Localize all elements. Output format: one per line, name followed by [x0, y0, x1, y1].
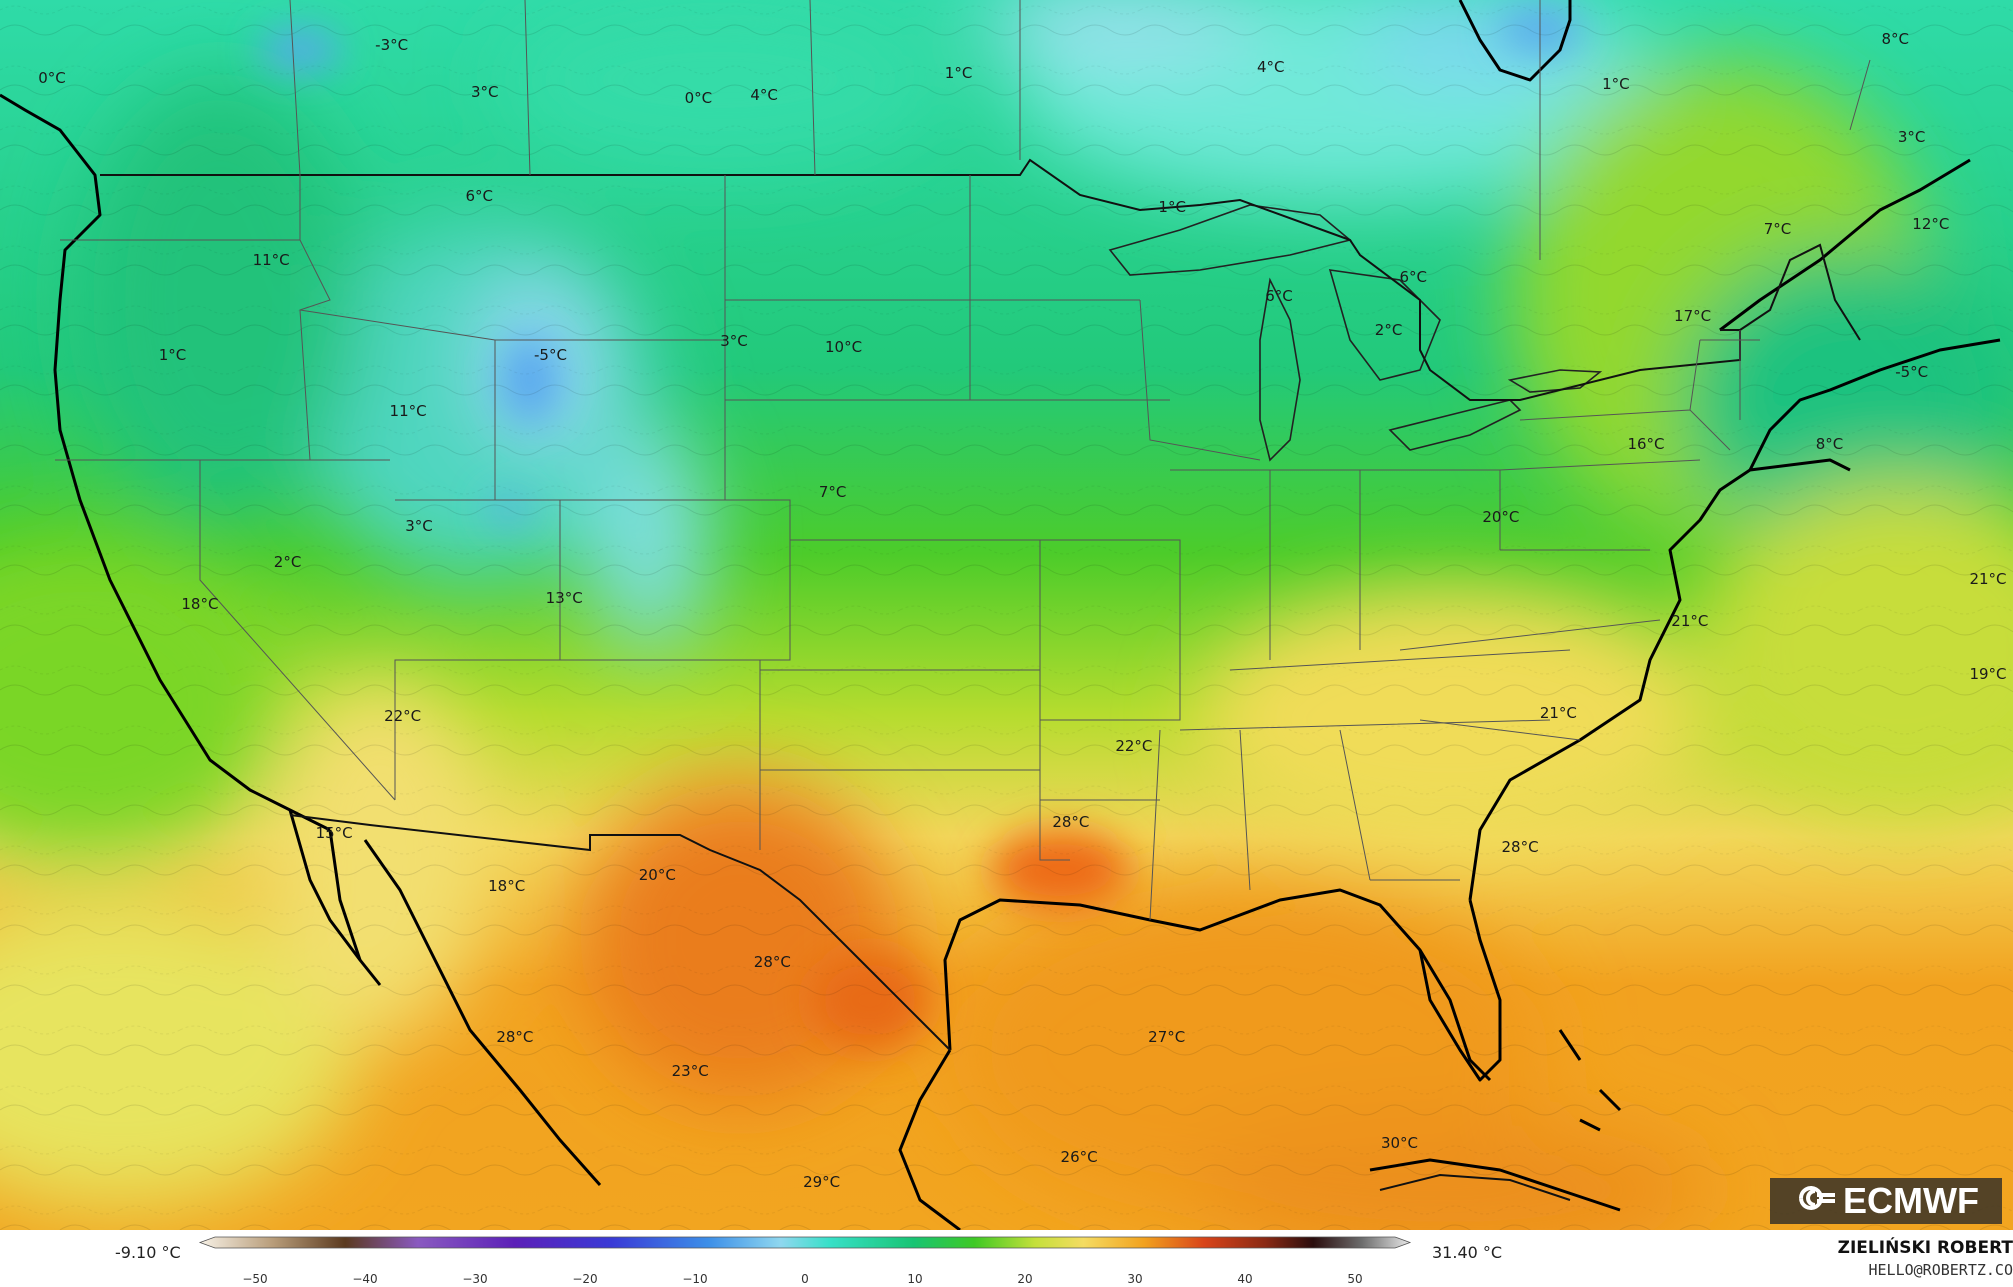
baja-peninsula: [288, 809, 382, 986]
nv: [199, 460, 396, 801]
legend-tick-label: 0: [801, 1272, 809, 1286]
ks-ok: [760, 539, 1041, 770]
legend-tick-label: −10: [682, 1272, 708, 1286]
pa-ny: [1499, 339, 1731, 471]
legend-gradient-bar: [198, 1236, 1412, 1249]
florida: [1418, 899, 1502, 1082]
hudson-bay-coast: [1458, 0, 1572, 82]
state-borders: [55, 0, 1871, 921]
mo-ar: [1040, 539, 1181, 801]
ky-tn: [1179, 649, 1571, 731]
mexico-pacific-coast: [328, 829, 362, 961]
legend-colorbar: [198, 1236, 1412, 1249]
gulf-of-california: [363, 839, 602, 1186]
cuba: [1369, 1158, 1621, 1212]
ecmwf-logo: ECMWF: [1770, 1178, 2002, 1224]
legend-tick-label: 20: [1017, 1272, 1033, 1286]
coastlines: [0, 0, 2001, 1230]
canada-provinces: [289, 0, 1871, 260]
mexico-gulf-coast: [898, 1049, 961, 1230]
mn-ia: [969, 175, 1170, 401]
legend-min-label: -9.10 °C: [115, 1243, 181, 1262]
legend-max-label: 31.40 °C: [1432, 1243, 1503, 1262]
ms-al-ga: [1149, 729, 1460, 921]
west-coast: [0, 93, 331, 832]
legend-tick-label: −30: [462, 1272, 488, 1286]
new-england-coast: [1748, 338, 2001, 471]
lake-erie: [1388, 399, 1522, 451]
maine-border: [1739, 243, 1861, 341]
new-england-states: [1700, 330, 1760, 420]
author-credit: ZIELIŃSKI ROBERT: [1837, 1238, 2013, 1258]
legend-tick-label: −50: [242, 1272, 268, 1286]
mt-wy: [299, 309, 496, 341]
lake-ontario: [1507, 369, 1603, 393]
us-mexico-border: [289, 814, 951, 1051]
cuba-outline: [1379, 1173, 1571, 1201]
st-lawrence: [1719, 158, 1971, 332]
lake-huron: [1328, 269, 1441, 381]
legend-tick-label: 50: [1347, 1272, 1363, 1286]
bahamas: [1558, 1029, 1622, 1132]
tx: [760, 769, 1070, 861]
legend-tick-label: 30: [1127, 1272, 1143, 1286]
temperature-map: -3°C 0°C 3°C 0°C 4°C 1°C 4°C 1°C 8°C 3°C 6°C 1°C 11°…: [0, 0, 2013, 1230]
author-email: HELLO@ROBERTZ.CO: [1868, 1261, 2013, 1279]
nd-sd-ne: [724, 175, 990, 500]
contour-lines: [0, 0, 2013, 1230]
legend-tick-label: 10: [907, 1272, 923, 1286]
legend-tick-label: −20: [572, 1272, 598, 1286]
map-canvas: [0, 0, 2013, 1230]
id-mt: [299, 175, 331, 461]
great-lakes: [1108, 204, 1603, 462]
borders: [100, 158, 1861, 1051]
lake-michigan: [1259, 277, 1301, 462]
legend-tick-label: 40: [1237, 1272, 1253, 1286]
nm: [560, 659, 761, 850]
ecmwf-logo-icon: [1793, 1180, 1837, 1222]
us-canada-border: [100, 158, 1741, 401]
ecmwf-logo-text: ECMWF: [1843, 1180, 1979, 1221]
color-scale-legend: -9.10 °C: [0, 1230, 2013, 1287]
legend-tick-label: −40: [352, 1272, 378, 1286]
nc-sc-va: [1399, 549, 1661, 741]
gulf-coast: [943, 888, 1492, 1082]
